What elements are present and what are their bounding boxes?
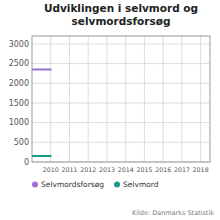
legend-marker (32, 182, 38, 188)
y-tick-label: 0 (24, 158, 29, 167)
legend-marker (114, 182, 120, 188)
grid-line (88, 36, 89, 162)
plot-area (32, 69, 51, 156)
x-tick-label: 2012 (80, 166, 96, 173)
grid-line (50, 36, 51, 162)
grid-line (32, 83, 210, 84)
grid (32, 36, 210, 162)
y-tick-label: 500 (14, 138, 29, 147)
chart-container: Udviklingen i selvmord ogselvmordsforsøg… (0, 0, 220, 220)
series-line (32, 155, 51, 157)
legend-label: Selvmordsforsøg (41, 180, 104, 189)
x-tick-label: 2013 (99, 166, 115, 173)
grid-line (125, 36, 126, 162)
y-tick-label: 2500 (9, 59, 29, 68)
grid-line (32, 122, 210, 123)
grid-line (163, 36, 164, 162)
chart: Udviklingen i selvmord ogselvmordsforsøg… (0, 0, 220, 220)
grid-line (106, 36, 107, 162)
grid-line (181, 36, 182, 162)
grid-line (32, 43, 210, 44)
x-tick-label: 2016 (155, 166, 171, 173)
grid-line (32, 142, 210, 143)
title: Udviklingen i selvmord ogselvmordsforsøg (44, 2, 198, 27)
y-tick-label: 3000 (9, 40, 29, 49)
x-tick-label: 2010 (43, 166, 59, 173)
source-note: Kilde: Danmarks Statistik (132, 209, 214, 217)
plot-frame (32, 36, 210, 162)
x-tick-label: 2015 (136, 166, 152, 173)
y-tick-label: 2000 (9, 79, 29, 88)
grid-line (32, 63, 210, 64)
x-tick-label: 2018 (193, 166, 209, 173)
y-tick-label: 1000 (9, 118, 29, 127)
grid-line (69, 36, 70, 162)
x-tick-label: 2014 (118, 166, 134, 173)
y-tick-label: 1500 (9, 99, 29, 108)
grid-line (200, 36, 201, 162)
x-tick-label: 2011 (61, 166, 77, 173)
title-line: Udviklingen i selvmord og (44, 2, 198, 14)
x-tick-label: 2017 (174, 166, 190, 173)
title-line: selvmordsforsøg (72, 15, 171, 27)
series-line (32, 68, 51, 70)
grid-line (144, 36, 145, 162)
legend: Selvmordsforsøg Selvmord (32, 180, 159, 189)
grid-line (32, 102, 210, 103)
legend-label: Selvmord (123, 180, 159, 189)
